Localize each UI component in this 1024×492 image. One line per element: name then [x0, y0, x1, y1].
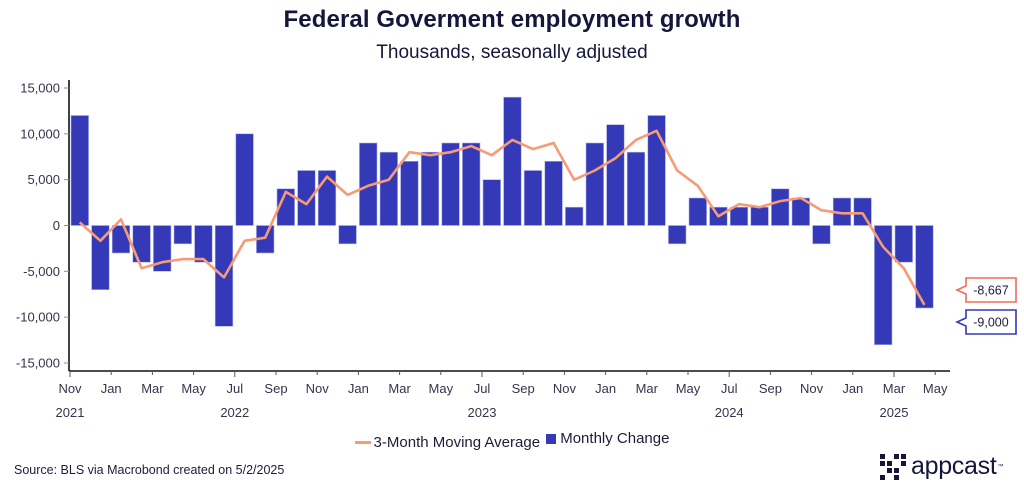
logo-mark-icon: [880, 453, 906, 480]
bar-2022-09: [276, 188, 295, 226]
bar-2025-03: [894, 225, 913, 263]
legend: 3-Month Moving Average Monthly Change: [0, 430, 1024, 451]
chart-title: Federal Goverment employment growth: [283, 6, 741, 33]
axes-group: 15,000 10,000 5,000 0 -5,000 -10,000 -15,000 No…: [16, 80, 950, 420]
y-tick-label: 0: [53, 218, 60, 233]
y-tick-label: -10,000: [16, 310, 60, 325]
bar-2023-08: [503, 96, 522, 226]
bar-2023-11: [565, 206, 584, 226]
x-tick-label: Nov: [306, 381, 330, 396]
chart-area: 15,000 10,000 5,000 0 -5,000 -10,000 -15,000 No…: [16, 80, 1017, 420]
x-tick-label: Nov: [553, 381, 577, 396]
x-year-label: 2025: [880, 405, 909, 420]
x-tick-label: May: [181, 381, 206, 396]
x-tick-label: Jan: [101, 381, 122, 396]
bar-2023-06: [462, 142, 481, 226]
legend-line-swatch: [354, 440, 371, 444]
x-tick-label: Jul: [721, 381, 738, 396]
bar-2021-11: [70, 115, 89, 226]
x-tick-label: May: [923, 381, 948, 396]
bar-2023-09: [523, 170, 543, 226]
bar-2022-02: [132, 225, 151, 263]
bar-2022-04: [173, 225, 192, 245]
source-note: Source: BLS via Macrobond created on 5/2…: [14, 463, 285, 477]
x-tick-label: May: [429, 381, 454, 396]
x-year-label: 2022: [220, 405, 249, 420]
bar-2022-01: [111, 225, 131, 254]
x-tick-label: Sep: [512, 381, 535, 396]
moving-average-callout-box: [955, 277, 1017, 303]
bar-2024-11: [812, 225, 831, 245]
moving-average-line: [78, 129, 926, 306]
x-tick-label: Mar: [141, 381, 164, 396]
legend-label-monthly-change: Monthly Change: [560, 430, 670, 447]
bar-2023-03: [400, 161, 419, 226]
monthly-change-callout-label: -9,000: [973, 316, 1008, 330]
chart-subtitle: Thousands, seasonally adjusted: [376, 42, 648, 63]
x-tick-label: Mar: [388, 381, 411, 396]
legend-item-moving-average: 3-Month Moving Average: [354, 433, 541, 451]
bar-2024-02: [626, 151, 646, 226]
x-year-label: 2024: [715, 405, 744, 420]
x-year-label: 2023: [468, 405, 497, 420]
x-tick-label: Mar: [636, 381, 659, 396]
bar-2023-04: [420, 151, 440, 226]
bar-2024-08: [750, 206, 769, 226]
bar-2024-07: [729, 206, 749, 226]
x-tick-label: May: [676, 381, 701, 396]
legend-bar-swatch: [546, 433, 557, 444]
x-tick-label: Jan: [348, 381, 369, 396]
bar-2024-09: [771, 188, 790, 226]
x-tick-label: Sep: [759, 381, 782, 396]
monthly-change-callout-box: [955, 309, 1017, 335]
x-tick-label: Sep: [264, 381, 287, 396]
bar-2022-07: [235, 133, 254, 226]
moving-average-callout-label: -8,667: [973, 284, 1008, 298]
y-tick-label: 10,000: [20, 126, 60, 141]
x-tick-label: Nov: [800, 381, 824, 396]
y-tick-label: 5,000: [27, 172, 60, 187]
bar-2023-05: [441, 142, 460, 226]
legend-label-moving-average: 3-Month Moving Average: [373, 433, 541, 451]
x-tick-label: Jan: [595, 381, 616, 396]
y-tick-label: -5,000: [23, 264, 60, 279]
bar-2025-04: [915, 225, 934, 309]
bar-2024-03: [647, 115, 666, 226]
bar-2023-02: [379, 151, 398, 226]
bar-2023-10: [544, 161, 563, 226]
x-tick-label: Nov: [58, 381, 82, 396]
bar-2022-03: [153, 225, 172, 272]
bar-2023-07: [482, 179, 501, 226]
bar-2025-02: [874, 225, 893, 345]
line-group: [78, 129, 926, 306]
legend-item-monthly-change: Monthly Change: [546, 430, 669, 447]
logo-trademark: ™: [997, 463, 1004, 470]
logo-wordmark: appcast: [911, 452, 997, 480]
y-tick-label: -15,000: [16, 356, 60, 371]
x-tick-label: Jan: [842, 381, 863, 396]
bar-2024-05: [688, 197, 707, 226]
bar-2022-05: [194, 225, 213, 263]
x-tick-label: Jul: [474, 381, 491, 396]
callouts-group: -8,667 -9,000: [955, 277, 1017, 335]
appcast-logo: appcast ™: [880, 452, 1003, 481]
bar-2024-04: [668, 225, 687, 245]
bar-2021-12: [91, 225, 110, 290]
x-year-label: 2021: [56, 405, 85, 420]
x-tick-label: Jul: [226, 381, 243, 396]
bar-2024-01: [606, 124, 625, 226]
y-tick-label: 15,000: [20, 81, 60, 96]
bar-2022-12: [338, 225, 357, 245]
x-tick-label: Mar: [883, 381, 906, 396]
bars-group: [70, 96, 934, 345]
bar-2023-12: [585, 142, 604, 226]
